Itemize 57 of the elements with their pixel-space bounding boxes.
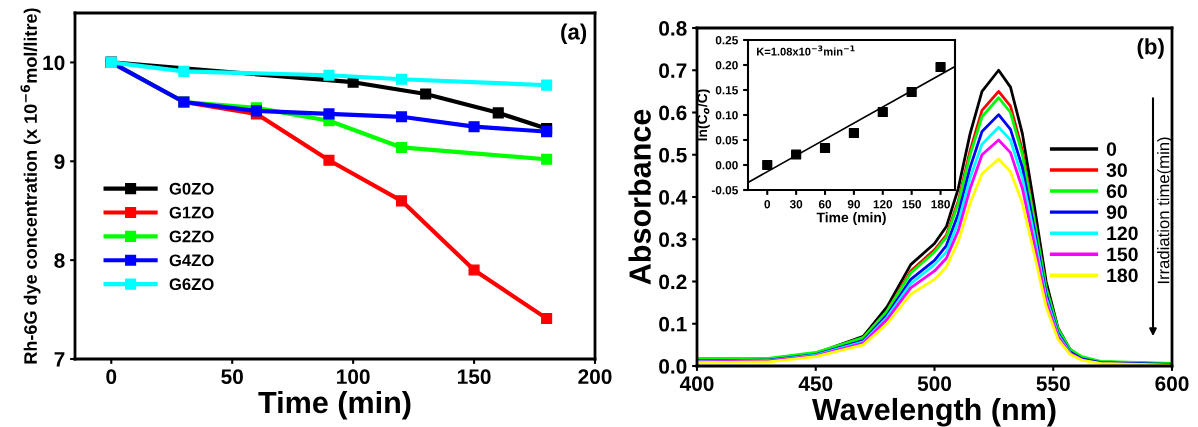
x-tick-label: 30 — [789, 200, 803, 209]
x-tick-label: 600 — [1155, 376, 1189, 392]
y-tick-label: 0.00 — [715, 161, 738, 170]
y-tick-label: 0.10 — [715, 111, 738, 120]
y-tick-label: 0.05 — [715, 136, 738, 145]
y-tick-label: 0.3 — [659, 232, 687, 248]
x-tick-label: 50 — [221, 369, 243, 385]
x-tick-label: 450 — [798, 376, 833, 392]
annotation: (b) — [1137, 38, 1164, 59]
y-tick-label: 0.1 — [659, 316, 687, 332]
x-tick-label: 120 — [873, 200, 893, 209]
y-tick-label: 10 — [43, 55, 65, 71]
y-tick-label: 0.20 — [715, 61, 738, 70]
x-tick-label: 60 — [818, 200, 832, 209]
legend-label: 120 — [1107, 226, 1138, 241]
y-tick-label: 9 — [54, 154, 65, 170]
y-tick-label: 0.7 — [659, 63, 687, 78]
x-tick-label: 200 — [578, 369, 612, 385]
x-tick-label: 400 — [679, 376, 714, 392]
y-tick-label: 0.8 — [659, 21, 687, 36]
x-tick-label: 100 — [337, 369, 370, 385]
x-axis-title: Time (min) — [258, 390, 411, 420]
legend-label: G4ZO — [169, 254, 214, 267]
y-tick-label: -0.05 — [711, 186, 738, 195]
y-axis-title: Rh-6G dye concentration (x 10$^{−6}$mol/litre) — [20, 8, 41, 364]
y-tick-label: 0.15 — [715, 86, 738, 95]
x-axis-title: Time (min) — [816, 212, 886, 226]
y-axis-title: Absorbance — [628, 109, 651, 285]
x-tick-label: 0 — [764, 200, 771, 209]
annotation: (a) — [561, 23, 587, 45]
y-tick-label: 0.25 — [715, 36, 738, 45]
x-tick-label: 0 — [106, 369, 117, 385]
x-tick-label: 180 — [931, 200, 950, 209]
y-tick-label: 0.4 — [659, 190, 688, 205]
y-tick-label: 8 — [54, 253, 65, 268]
y-tick-label: 0.5 — [659, 147, 687, 163]
legend-label: G0ZO — [169, 182, 214, 195]
legend-label: 60 — [1106, 184, 1127, 199]
y-tick-label: 0.6 — [659, 105, 687, 121]
legend-label: 0 — [1106, 142, 1117, 156]
annotation: K=1.08x10$^{−3}$min$^{−1}$ — [757, 45, 855, 56]
legend-label: 180 — [1107, 268, 1138, 283]
legend-label: G2ZO — [169, 230, 214, 243]
y-tick-label: 0.0 — [659, 359, 687, 374]
legend-label: G6ZO — [169, 278, 214, 291]
x-tick-label: 150 — [458, 369, 491, 385]
y-tick-label: 0.2 — [659, 274, 687, 290]
legend-title: Irradiation time(min) — [1157, 137, 1173, 284]
x-tick-label: 500 — [917, 376, 952, 392]
legend-label: G1ZO — [169, 206, 214, 219]
x-tick-label: 550 — [1036, 376, 1070, 392]
x-axis-title: Wavelength (nm) — [812, 397, 1056, 427]
legend-label: 150 — [1107, 247, 1138, 262]
x-tick-label: 150 — [902, 200, 922, 209]
y-tick-label: 7 — [54, 352, 65, 367]
x-tick-label: 90 — [847, 200, 860, 209]
legend-label: 30 — [1106, 163, 1127, 178]
